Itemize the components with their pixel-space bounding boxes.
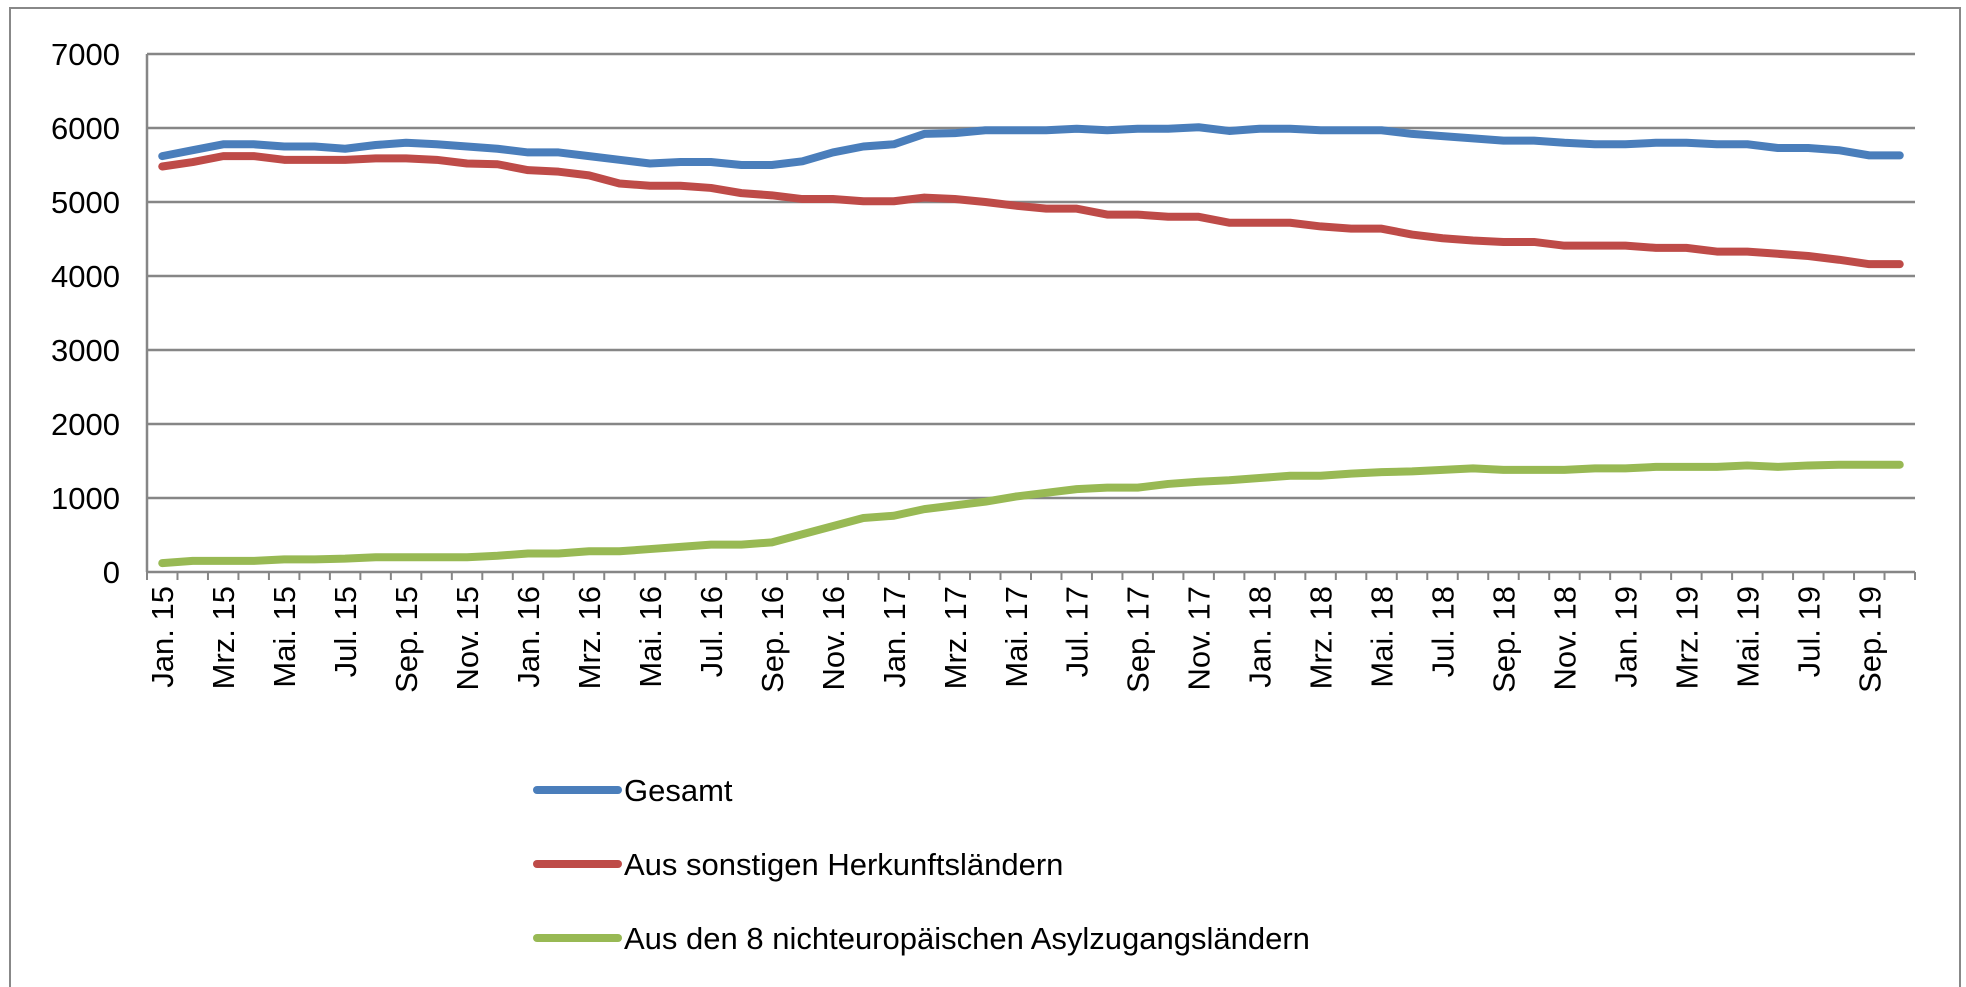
x-tick-label: Nov. 17 [1182, 586, 1217, 691]
x-tick-label: Mai. 15 [267, 586, 302, 688]
legend-label: Gesamt [624, 773, 733, 808]
y-tick-label: 6000 [51, 111, 120, 146]
series-line [158, 460, 1904, 568]
x-tick-label: Jan. 17 [877, 586, 912, 688]
x-tick-label: Nov. 15 [450, 586, 485, 691]
x-tick-label: Mai. 17 [999, 586, 1034, 688]
legend-label: Aus den 8 nichteuropäischen Asylzugangsl… [624, 921, 1310, 956]
y-tick-label: 5000 [51, 185, 120, 220]
x-tick-label: Jan. 15 [145, 586, 180, 688]
y-tick-label: 2000 [51, 407, 120, 442]
x-tick-label: Nov. 16 [816, 586, 851, 691]
x-tick-label: Mai. 19 [1730, 586, 1765, 688]
x-tick-label: Nov. 18 [1547, 586, 1582, 691]
y-tick-label: 3000 [51, 333, 120, 368]
x-tick-label: Sep. 15 [389, 586, 424, 693]
legend-label: Aus sonstigen Herkunftsländern [624, 847, 1063, 882]
x-tick-label: Jul. 18 [1426, 586, 1461, 677]
y-tick-label: 7000 [51, 37, 120, 72]
x-tick-label: Jul. 17 [1060, 586, 1095, 677]
x-tick-label: Jan. 18 [1243, 586, 1278, 688]
x-tick-label: Jul. 15 [328, 586, 363, 677]
x-tick-label: Jan. 19 [1608, 586, 1643, 688]
x-tick-label: Mai. 18 [1365, 586, 1400, 688]
x-tick-label: Mrz. 17 [938, 586, 973, 689]
x-tick-label: Mrz. 16 [572, 586, 607, 689]
x-tick-label: Mrz. 18 [1304, 586, 1339, 689]
y-tick-label: 0 [103, 555, 120, 590]
series-line [158, 152, 1904, 269]
x-tick-label: Mrz. 19 [1669, 586, 1704, 689]
x-tick-label: Jan. 16 [511, 586, 546, 688]
x-tick-label: Jul. 19 [1791, 586, 1826, 677]
x-tick-label: Mai. 16 [633, 586, 668, 688]
x-tick-label: Mrz. 15 [206, 586, 241, 689]
series-line [158, 123, 1904, 169]
x-tick-label: Sep. 19 [1852, 586, 1887, 693]
y-tick-label: 4000 [51, 259, 120, 294]
y-tick-label: 1000 [51, 481, 120, 516]
x-tick-label: Jul. 16 [694, 586, 729, 677]
x-tick-label: Sep. 16 [755, 586, 790, 693]
x-tick-label: Sep. 18 [1486, 586, 1521, 693]
x-tick-label: Sep. 17 [1121, 586, 1156, 693]
